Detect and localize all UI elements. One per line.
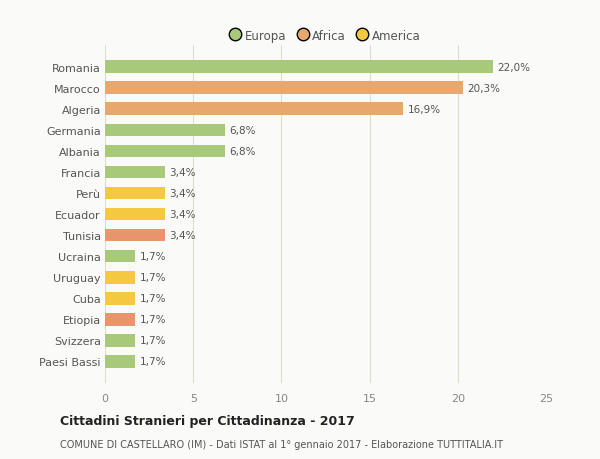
Bar (105, 313, 135, 326)
Text: 6,8%: 6,8% (229, 146, 256, 157)
Text: COMUNE DI CASTELLARO (IM) - Dati ISTAT al 1° gennaio 2017 - Elaborazione TUTTITA: COMUNE DI CASTELLARO (IM) - Dati ISTAT a… (60, 440, 503, 449)
Text: Cittadini Stranieri per Cittadinanza - 2017: Cittadini Stranieri per Cittadinanza - 2… (60, 414, 355, 428)
Text: 1,7%: 1,7% (139, 336, 166, 346)
Text: 6,8%: 6,8% (229, 126, 256, 135)
Bar (105, 187, 165, 200)
Bar (105, 61, 493, 74)
Text: 1,7%: 1,7% (139, 252, 166, 262)
Text: 22,0%: 22,0% (497, 62, 530, 73)
Bar (105, 292, 135, 305)
Bar (105, 82, 463, 95)
Bar (105, 271, 135, 284)
Bar (105, 124, 225, 137)
Legend: Europa, Africa, America: Europa, Africa, America (226, 25, 425, 47)
Text: 1,7%: 1,7% (139, 357, 166, 367)
Bar (105, 166, 165, 179)
Text: 1,7%: 1,7% (139, 314, 166, 325)
Text: 3,4%: 3,4% (169, 168, 196, 178)
Bar (105, 103, 403, 116)
Text: 3,4%: 3,4% (169, 210, 196, 219)
Text: 1,7%: 1,7% (139, 294, 166, 303)
Bar (105, 355, 135, 368)
Bar (105, 145, 225, 158)
Bar (105, 230, 165, 242)
Text: 3,4%: 3,4% (169, 189, 196, 199)
Text: 3,4%: 3,4% (169, 230, 196, 241)
Text: 20,3%: 20,3% (467, 84, 500, 94)
Text: 1,7%: 1,7% (139, 273, 166, 283)
Text: 16,9%: 16,9% (407, 105, 440, 115)
Bar (105, 250, 135, 263)
Bar (105, 208, 165, 221)
Bar (105, 334, 135, 347)
